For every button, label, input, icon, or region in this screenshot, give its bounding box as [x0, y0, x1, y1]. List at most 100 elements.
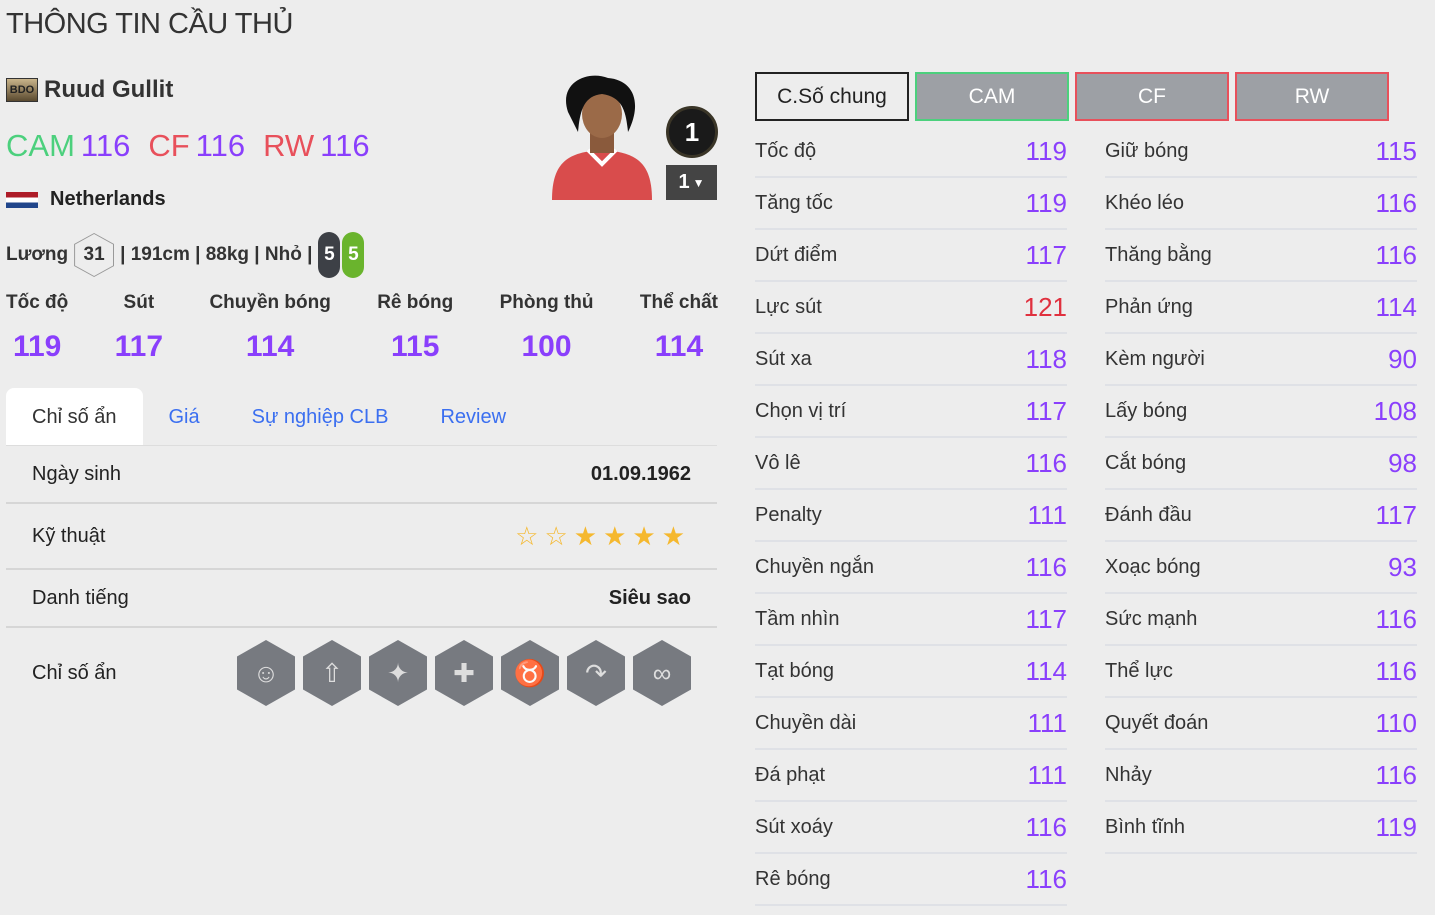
stat-row: Kèm người 90	[1105, 334, 1417, 386]
chevron-down-icon: ▼	[692, 175, 705, 190]
power-header-icon[interactable]: ✚	[435, 640, 493, 706]
stat-value: 119	[1375, 811, 1417, 842]
main-stat: Thể chất 114	[640, 292, 718, 364]
stat-value: 116	[1025, 811, 1067, 842]
main-stat-label: Thể chất	[639, 292, 718, 313]
position-button-1[interactable]: CAM	[915, 72, 1069, 121]
stat-row: Rê bóng 116	[755, 854, 1067, 906]
player-photo	[552, 75, 652, 200]
flair-icon[interactable]: ☺	[237, 640, 295, 706]
traits-row: Chỉ số ẩn ☺ ⇧ ✦ ✚ ♉ ↷ ∞	[6, 628, 717, 718]
stat-value: 111	[1027, 499, 1067, 530]
stat-label: Lấy bóng	[1105, 399, 1188, 422]
strong-foot-icon: 5	[342, 232, 365, 278]
page-title: THÔNG TIN CẦU THỦ	[6, 8, 293, 40]
position-rating: CF 116	[148, 128, 245, 164]
stat-row: Lực sút 121	[755, 282, 1067, 334]
player-name-row: BDO Ruud Gullit	[6, 76, 173, 104]
stat-value: 93	[1388, 551, 1417, 582]
info-tabs: Chỉ số ẩn Giá Sự nghiệp CLB Review	[6, 388, 532, 446]
star-icon: ★	[661, 520, 691, 551]
star-icon: ★	[603, 520, 633, 551]
position-button-3[interactable]: RW	[1235, 72, 1389, 121]
main-stat-label: Chuyền bóng	[209, 292, 331, 313]
stat-label: Sút xa	[755, 347, 812, 370]
bull-icon[interactable]: ♉	[501, 640, 559, 706]
stat-row: Vô lê 116	[755, 438, 1067, 490]
stat-label: Thăng bằng	[1105, 243, 1212, 266]
stat-value: 116	[1025, 447, 1067, 478]
long-shot-icon[interactable]: ⇧	[303, 640, 361, 706]
season-badge-icon: BDO	[6, 78, 38, 102]
stat-label: Thể lực	[1105, 659, 1173, 682]
salary-badge: 31	[74, 233, 115, 277]
stat-row: Dứt điểm 117	[755, 230, 1067, 282]
position-rating: CAM 116	[6, 128, 130, 164]
skill-stars: ☆☆★★★★	[515, 521, 691, 552]
stat-value: 116	[1375, 187, 1417, 218]
stat-row: Đá phạt 111	[755, 750, 1067, 802]
stat-row: Đánh đầu 117	[1105, 490, 1417, 542]
position-ovr: 116	[320, 128, 370, 163]
position-label: RW	[263, 128, 315, 163]
tab-1[interactable]: Giá	[168, 405, 200, 428]
star-icon: ★	[573, 520, 604, 551]
stat-row: Quyết đoán 110	[1105, 698, 1417, 750]
stat-row: Khéo léo 116	[1105, 178, 1417, 230]
stat-row: Tốc độ 119	[755, 126, 1067, 178]
speed-dribbler-icon[interactable]: ✦	[369, 640, 427, 706]
tab-0[interactable]: Chỉ số ẩn	[6, 388, 143, 446]
stat-label: Sức mạnh	[1105, 607, 1198, 630]
stat-row: Giữ bóng 115	[1105, 126, 1417, 178]
stat-label: Lực sút	[755, 295, 822, 318]
stat-label: Đá phạt	[755, 763, 826, 786]
playmaker-icon[interactable]: ∞	[633, 640, 691, 706]
stat-value: 118	[1025, 343, 1067, 374]
stat-label: Penalty	[755, 503, 822, 526]
stat-value: 98	[1388, 447, 1417, 478]
stat-row: Nhảy 116	[1105, 750, 1417, 802]
stat-row: Sút xa 118	[755, 334, 1067, 386]
stat-value: 116	[1375, 759, 1417, 790]
main-stat-value: 117	[114, 330, 164, 363]
stat-row: Penalty 111	[755, 490, 1067, 542]
stat-label: Kèm người	[1105, 347, 1205, 370]
stat-value: 119	[1025, 135, 1067, 166]
stat-value: 90	[1388, 343, 1417, 374]
skill-row: Kỹ thuật ☆☆★★★★	[6, 504, 717, 570]
rank-badge: 1	[666, 106, 718, 158]
main-stats: Tốc độ 119 Sút 117 Chuyền bóng 114 Rê bóng 115 P…	[6, 292, 718, 364]
stat-label: Quyết đoán	[1105, 711, 1209, 734]
stat-label: Tạt bóng	[755, 659, 834, 682]
birth-row: Ngày sinh 01.09.1962	[6, 446, 717, 504]
stat-row: Chọn vị trí 117	[755, 386, 1067, 438]
tab-2[interactable]: Sự nghiệp CLB	[251, 405, 389, 428]
stat-row: Thể lực 116	[1105, 646, 1417, 698]
nation-name: Netherlands	[50, 188, 166, 210]
position-buttons: C.Số chung CAM CF RW	[755, 72, 1389, 121]
player-name: Ruud Gullit	[44, 76, 174, 103]
stat-label: Bình tĩnh	[1105, 815, 1186, 838]
main-stat-label: Phòng thủ	[499, 292, 594, 313]
stat-value: 114	[1025, 655, 1067, 686]
stat-row: Chuyền dài 111	[755, 698, 1067, 750]
finesse-shot-icon[interactable]: ↷	[567, 640, 625, 706]
stat-value: 111	[1027, 707, 1067, 738]
main-stat: Phòng thủ 100	[500, 292, 594, 364]
main-stat-value: 114	[654, 330, 704, 363]
stat-row: Cắt bóng 98	[1105, 438, 1417, 490]
stat-label: Tầm nhìn	[755, 607, 840, 630]
main-stat-value: 114	[245, 330, 295, 363]
stats-left-column: Tốc độ 119 Tăng tốc 119 Dứt điểm 117 Lực sút 12…	[755, 126, 1067, 906]
main-stat-label: Sút	[123, 292, 155, 313]
position-button-0[interactable]: C.Số chung	[755, 72, 909, 121]
position-button-2[interactable]: CF	[1075, 72, 1229, 121]
stat-row: Chuyền ngắn 116	[755, 542, 1067, 594]
tab-3[interactable]: Review	[440, 405, 507, 428]
player-info: Lương 31 | 191cm | 88kg | Nhỏ | 5 5	[6, 232, 365, 278]
nation: Netherlands	[6, 188, 166, 211]
stat-label: Nhảy	[1105, 763, 1152, 786]
position-ratings: CAM 116 CF 116 RW 116	[6, 128, 370, 164]
stat-row: Sút xoáy 116	[755, 802, 1067, 854]
level-dropdown[interactable]: 1 ▼	[666, 165, 717, 200]
